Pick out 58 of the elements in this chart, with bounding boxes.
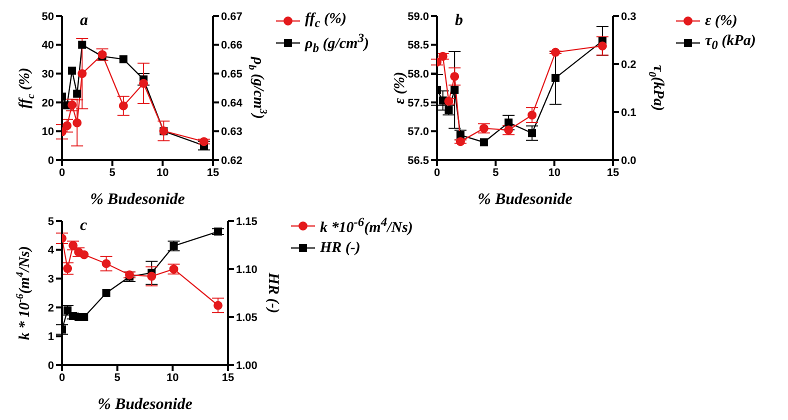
y-tick-label: 5 <box>48 216 54 228</box>
y2-tick-label: 0.63 <box>221 126 242 138</box>
annotation: b <box>455 12 463 30</box>
x-axis-title: % Budesonide <box>90 191 185 208</box>
y2-tick-label: 1.00 <box>236 360 258 372</box>
y-tick-label: 2 <box>48 302 54 314</box>
legend-label: k *10$^{-6}$(m$^{4}$/Ns) <box>320 215 413 237</box>
legend-label: ε (%) <box>705 12 738 30</box>
y-tick-label: 0 <box>48 154 54 167</box>
x-tick-label: 5 <box>492 166 499 179</box>
legend-label: ρ$_{b}$ (g/cm$^{3}$) <box>305 30 369 56</box>
y-tick-label: 59.0 <box>408 10 429 23</box>
x-tick-label: 15 <box>222 372 234 384</box>
y2-axis-title: HR (-) <box>264 272 281 314</box>
x-tick-label: 5 <box>114 372 120 384</box>
y2-tick-label: 0.66 <box>221 40 242 52</box>
x-tick-label: 0 <box>58 372 66 384</box>
x-tick-label: 0 <box>434 166 440 179</box>
annotation: a <box>80 12 88 30</box>
legend-label: τ$_{0}$ (kPa) <box>705 33 756 53</box>
y-tick-label: 58.0 <box>408 68 429 81</box>
y2-tick-label: 0.2 <box>621 58 636 71</box>
y2-tick-label: 0.0 <box>621 154 636 167</box>
x-axis-title: % Budesonide <box>478 191 572 208</box>
x-tick-label: 10 <box>156 166 169 179</box>
y-tick-label: 10 <box>42 126 54 138</box>
y2-tick-label: 0.62 <box>221 154 242 167</box>
y2-tick-label: 0.64 <box>221 97 244 110</box>
x-tick-label: 0 <box>58 166 66 179</box>
y2-tick-label: 0.67 <box>221 10 242 23</box>
legend-label: ff$_{c}$ (%) <box>305 11 347 31</box>
y-tick-label: 50 <box>42 10 54 23</box>
legend-label: HR (-) <box>320 240 360 256</box>
y-tick-label: 4 <box>48 244 55 257</box>
y2-tick-label: 0.1 <box>621 106 636 119</box>
y-tick-label: 57.5 <box>408 97 429 110</box>
y2-tick-label: 0.65 <box>221 68 242 81</box>
x-tick-label: 15 <box>606 166 620 179</box>
x-axis-title: % Budesonide <box>98 396 192 413</box>
y-tick-label: 1 <box>48 331 54 344</box>
y2-tick-label: 1.05 <box>236 312 258 324</box>
annotation: c <box>80 217 88 235</box>
y2-tick-label: 0.3 <box>621 10 636 23</box>
y-axis-title: ε (%) <box>392 72 408 104</box>
y-tick-label: 20 <box>42 97 54 110</box>
y2-tick-label: 1.10 <box>236 264 258 276</box>
y2-tick-label: 1.15 <box>236 216 258 228</box>
y-tick-label: 56.5 <box>408 154 429 167</box>
y-tick-label: 30 <box>42 68 54 81</box>
x-tick-label: 10 <box>166 372 179 384</box>
y-tick-label: 0 <box>48 360 54 372</box>
y-tick-label: 57.0 <box>408 126 429 138</box>
y-tick-label: 3 <box>48 274 54 286</box>
y-tick-label: 40 <box>42 40 54 52</box>
x-tick-label: 10 <box>548 166 560 179</box>
x-tick-label: 15 <box>206 166 220 179</box>
x-tick-label: 5 <box>109 166 116 179</box>
y-tick-label: 58.5 <box>408 40 429 52</box>
